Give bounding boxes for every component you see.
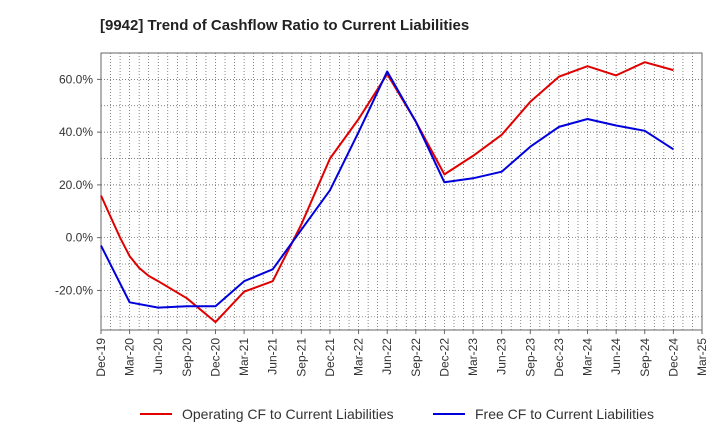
x-tick-label: Mar-23 [466, 338, 480, 376]
operating-cf-line [100, 61, 674, 324]
x-tick-label: Jun-21 [266, 338, 280, 375]
x-tick-label: Dec-19 [94, 338, 108, 377]
plot-area-frame [100, 52, 703, 331]
x-tick-label: Jun-20 [151, 338, 165, 375]
x-tick-label: Mar-21 [237, 338, 251, 376]
series-lines [100, 61, 674, 324]
x-axis-ticks: Dec-19 Mar-20 Jun-20 Sep-20 Dec-20 Mar-21 Jun-… [94, 330, 709, 377]
x-tick-label: Dec-24 [666, 338, 680, 377]
x-tick-label: Mar-24 [581, 338, 595, 376]
x-tick-label: Sep-23 [523, 338, 537, 377]
y-axis-ticks: -20.0% 0.0% 20.0% 40.0% 60.0% [55, 72, 101, 297]
x-tick-label: Mar-22 [352, 338, 366, 376]
chart-title: [9942] Trend of Cashflow Ratio to Curren… [100, 17, 469, 34]
grid-lines [101, 53, 702, 330]
x-tick-label: Dec-22 [437, 338, 451, 377]
x-tick-label: Dec-20 [208, 338, 222, 377]
y-tick-label: 0.0% [66, 231, 94, 245]
x-tick-label: Sep-21 [294, 338, 308, 377]
free-cf-line [100, 70, 674, 309]
legend-label: Operating CF to Current Liabilities [182, 406, 394, 422]
x-tick-label: Dec-23 [552, 338, 566, 377]
x-tick-label: Jun-24 [609, 338, 623, 375]
x-tick-label: Sep-24 [638, 338, 652, 377]
x-tick-label: Mar-20 [123, 338, 137, 376]
x-tick-label: Dec-21 [323, 338, 337, 377]
x-tick-label: Sep-22 [409, 338, 423, 377]
y-tick-label: 20.0% [59, 178, 93, 192]
x-tick-label: Jun-23 [495, 338, 509, 375]
x-tick-label: Jun-22 [380, 338, 394, 375]
y-tick-label: 40.0% [59, 125, 93, 139]
y-tick-label: 60.0% [59, 72, 93, 86]
y-tick-label: -20.0% [55, 283, 93, 297]
legend-label: Free CF to Current Liabilities [475, 406, 654, 422]
legend: Operating CF to Current Liabilities Free … [140, 406, 654, 422]
x-tick-label: Mar-25 [695, 338, 709, 376]
x-tick-label: Sep-20 [180, 338, 194, 377]
